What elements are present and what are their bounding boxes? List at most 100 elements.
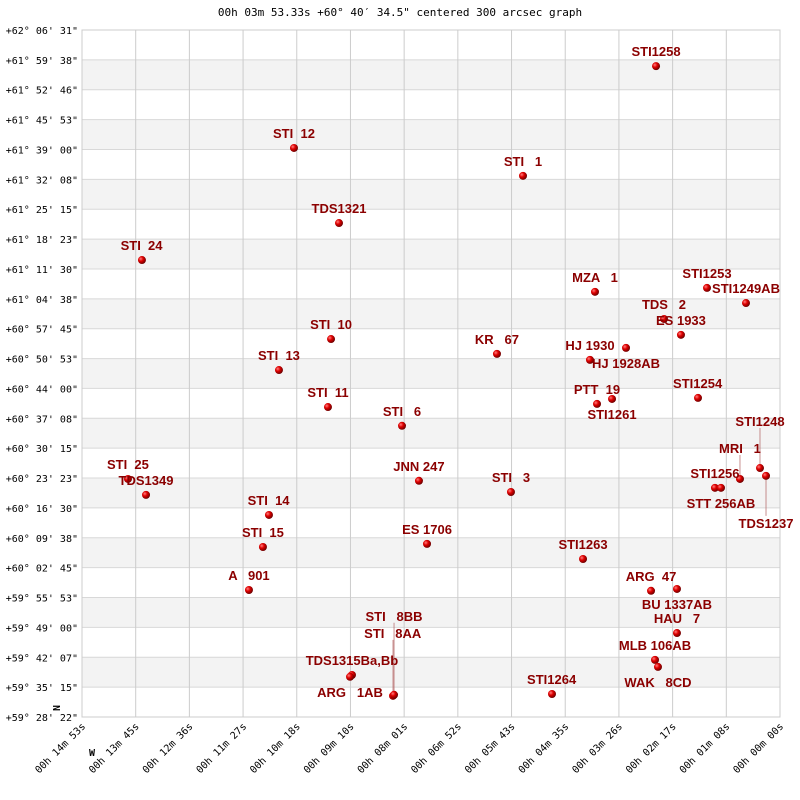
star-label: STT 256AB	[687, 496, 756, 511]
y-tick-label: +61° 18' 23"	[6, 235, 78, 246]
star-point[interactable]	[346, 672, 355, 681]
star-point[interactable]	[327, 335, 336, 344]
grid-band	[82, 478, 780, 508]
star-point[interactable]	[258, 543, 267, 552]
star-point[interactable]	[414, 476, 423, 485]
star-label: TDS1237	[739, 516, 794, 531]
star-point[interactable]	[710, 483, 719, 492]
star-point[interactable]	[585, 355, 594, 364]
star-point[interactable]	[547, 690, 556, 699]
x-tick-label: 00h 06m 52s	[409, 721, 464, 776]
y-tick-label: +61° 11' 30"	[6, 265, 78, 276]
star-label: MZA 1	[572, 270, 618, 285]
y-tick-label: +60° 30' 15"	[6, 444, 78, 455]
star-label: KR 67	[475, 332, 519, 347]
star-label: STI 6	[383, 404, 421, 419]
star-point[interactable]	[423, 539, 432, 548]
star-label: STI1254	[673, 376, 723, 391]
star-label: ARG 1AB	[317, 685, 383, 700]
star-point[interactable]	[762, 471, 771, 480]
star-point[interactable]	[676, 330, 685, 339]
star-label: ES 1933	[656, 313, 706, 328]
x-tick-label: 00h 00m 00s	[732, 721, 787, 776]
y-tick-label: +60° 02' 45"	[6, 564, 78, 575]
star-point[interactable]	[608, 394, 617, 403]
grid-band	[82, 119, 780, 150]
star-label: WAK 8CD	[624, 675, 691, 690]
star-point[interactable]	[123, 474, 132, 483]
y-tick-label: +61° 25' 15"	[6, 205, 78, 216]
y-tick-label: +60° 23' 23"	[6, 474, 78, 485]
star-point[interactable]	[323, 403, 332, 412]
star-point[interactable]	[518, 171, 527, 180]
x-tick-label: 00h 10m 18s	[248, 721, 303, 776]
y-tick-label: +60° 44' 00"	[6, 384, 78, 395]
star-point[interactable]	[142, 490, 151, 499]
star-point[interactable]	[390, 690, 399, 699]
star-point[interactable]	[335, 219, 344, 228]
star-label: BU 1337AB	[642, 597, 712, 612]
x-tick-label: 00h 01m 08s	[678, 721, 733, 776]
star-label: STI 12	[273, 126, 315, 141]
y-tick-label: +61° 04' 38"	[6, 295, 78, 306]
star-point[interactable]	[264, 510, 273, 519]
y-tick-label: +61° 45' 53"	[6, 116, 78, 127]
x-tick-label: 00h 08m 01s	[356, 721, 411, 776]
star-label: STI 3	[492, 470, 530, 485]
star-label: MRI 1	[719, 441, 761, 456]
y-tick-label: +59° 42' 07"	[6, 653, 78, 664]
star-label: TDS1315Ba,Bb	[306, 653, 399, 668]
star-point[interactable]	[289, 143, 298, 152]
x-tick-label: 00h 14m 53s	[34, 721, 89, 776]
star-point[interactable]	[716, 483, 725, 492]
star-point[interactable]	[647, 586, 656, 595]
star-point[interactable]	[590, 287, 599, 296]
grid-band	[82, 298, 780, 329]
star-point[interactable]	[735, 474, 744, 483]
y-tick-label: +60° 37' 08"	[6, 414, 78, 425]
star-point[interactable]	[702, 283, 711, 292]
star-point[interactable]	[755, 464, 764, 473]
x-axis-label: W	[89, 748, 96, 759]
star-point[interactable]	[651, 655, 660, 664]
star-point[interactable]	[660, 314, 669, 323]
chart-title: 00h 03m 53.33s +60° 40′ 34.5" centered 3…	[217, 6, 583, 19]
star-label: ES 1706	[402, 522, 452, 537]
x-tick-label: 00h 02m 17s	[624, 721, 679, 776]
star-point[interactable]	[579, 554, 588, 563]
grid-band	[82, 597, 780, 628]
star-point[interactable]	[672, 629, 681, 638]
y-tick-label: +61° 39' 00"	[6, 145, 78, 156]
star-point[interactable]	[593, 399, 602, 408]
star-label: STI 10	[310, 317, 352, 332]
star-label: STI 14	[248, 493, 291, 508]
star-point[interactable]	[652, 62, 661, 71]
star-point[interactable]	[622, 343, 631, 352]
star-label: A 901	[228, 568, 269, 583]
star-label: PTT 19	[574, 382, 620, 397]
x-tick-label: 00h 12m 36s	[141, 721, 196, 776]
star-label: STI 8AA	[364, 626, 422, 641]
star-label: TDS1349	[119, 473, 174, 488]
star-point[interactable]	[137, 256, 146, 265]
star-point[interactable]	[694, 393, 703, 402]
star-label: STI 13	[258, 348, 300, 363]
star-point[interactable]	[274, 366, 283, 375]
grid-band	[82, 239, 780, 269]
star-point[interactable]	[398, 421, 407, 430]
star-label: HJ 1928AB	[592, 356, 660, 371]
y-tick-label: +60° 09' 38"	[6, 534, 78, 545]
star-point[interactable]	[741, 299, 750, 308]
x-tick-label: 00h 11m 27s	[195, 721, 250, 776]
star-point[interactable]	[653, 662, 662, 671]
star-label: STI1248	[735, 414, 784, 429]
y-tick-label: +59° 55' 53"	[6, 594, 78, 605]
star-label: JNN 247	[393, 459, 444, 474]
star-point[interactable]	[492, 349, 501, 358]
x-tick-label: 00h 04m 35s	[517, 721, 572, 776]
star-label: STI 25	[107, 457, 149, 472]
star-point[interactable]	[672, 584, 681, 593]
star-point[interactable]	[244, 586, 253, 595]
star-point[interactable]	[506, 488, 515, 497]
y-tick-label: +59° 49' 00"	[6, 623, 78, 634]
